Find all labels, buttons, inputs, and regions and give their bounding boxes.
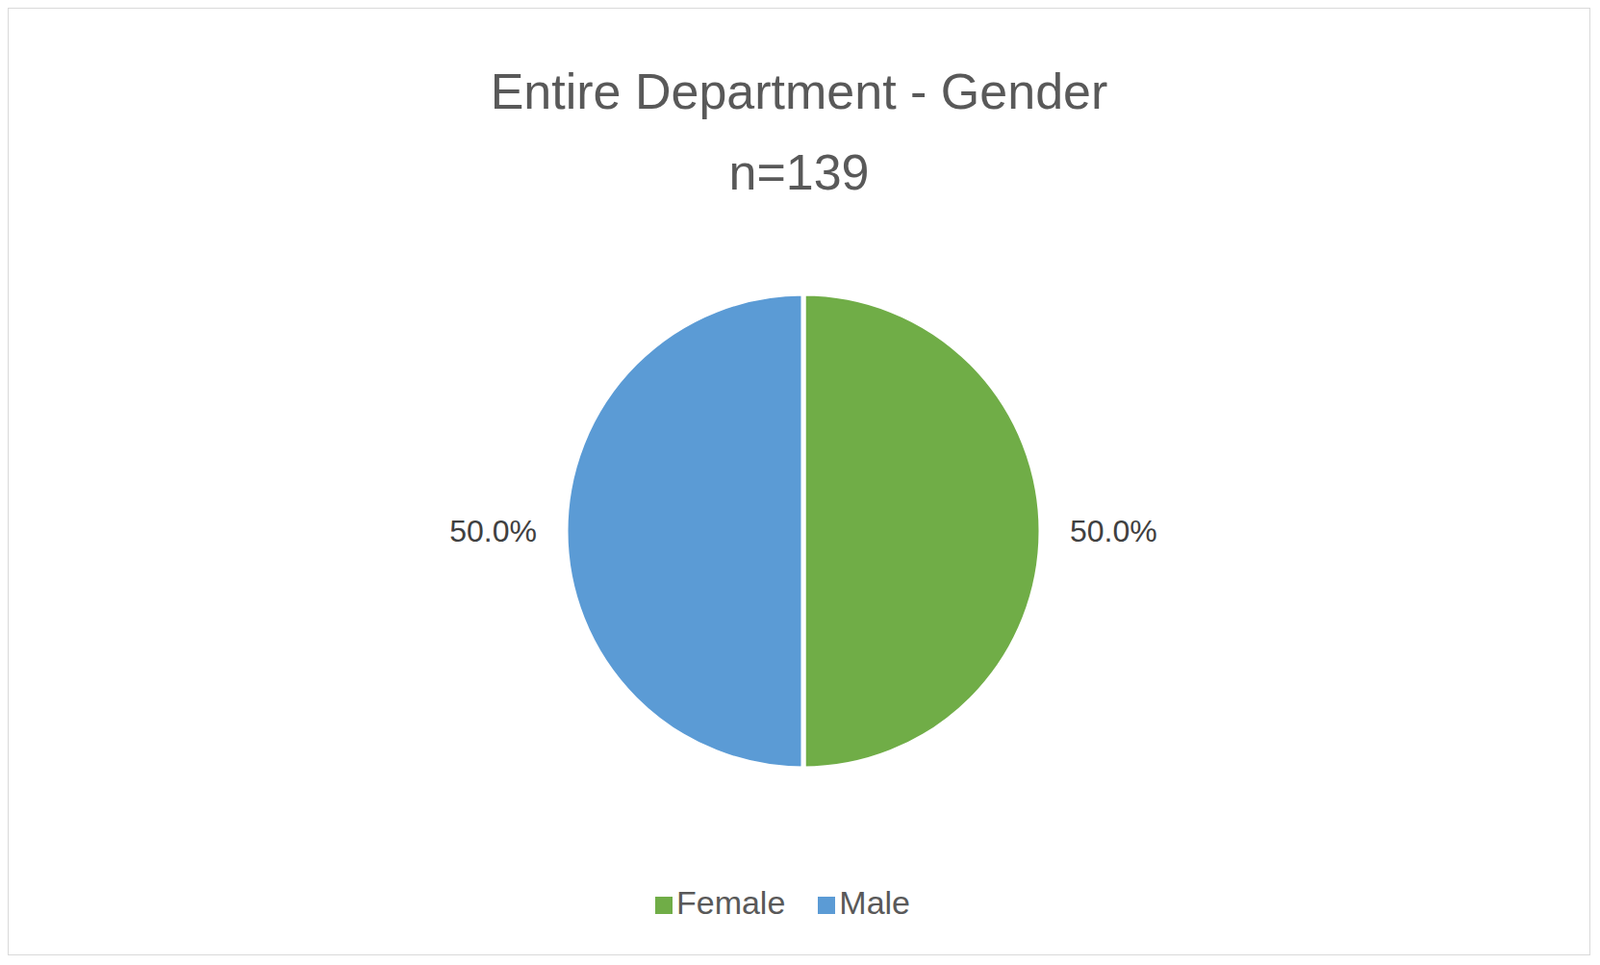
html-text:Female: Female (676, 884, 786, 921)
svg-text:50.0%: 50.0% (1069, 513, 1158, 549)
svg-text:50.0%: 50.0% (449, 513, 537, 549)
html-text:n=139: n=139 (728, 144, 870, 201)
html-text:Male: Male (839, 884, 911, 921)
html-text:Entire Department - Gender: Entire Department - Gender (490, 63, 1108, 120)
